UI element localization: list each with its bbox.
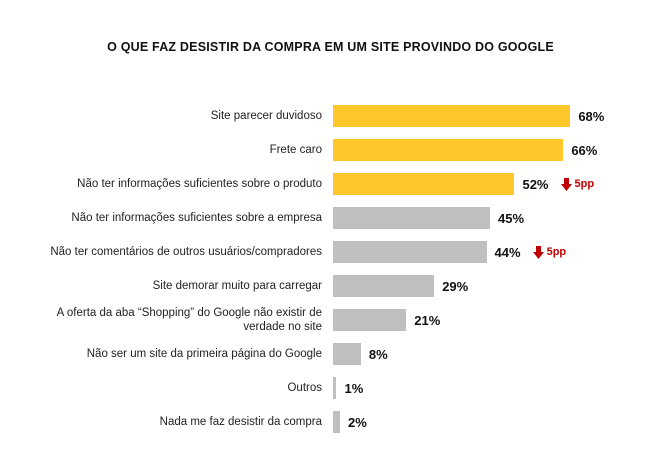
category-text: Nada me faz desistir da compra	[159, 416, 322, 428]
change-label: 5pp	[546, 246, 567, 258]
chart-title: O QUE FAZ DESISTIR DA COMPRA EM UM SITE …	[107, 40, 554, 54]
value-label: 1%	[344, 380, 364, 396]
category-text: Não ter comentários de outros usuários/c…	[50, 246, 322, 258]
bar	[333, 377, 337, 399]
bar	[333, 241, 487, 263]
value-label: 52%	[522, 176, 549, 192]
value-label: 29%	[442, 278, 469, 294]
value-label-group: 29%	[442, 275, 468, 297]
bar	[333, 207, 491, 229]
change: 5pp	[560, 177, 595, 191]
category-text: A oferta da aba “Shopping” do Google não…	[56, 307, 322, 333]
category-label: Não ser um site da primeira página do Go…	[30, 337, 322, 371]
change-arrow	[560, 177, 572, 191]
value-label: 44%	[494, 244, 521, 260]
value-label: 66%	[571, 142, 598, 158]
bar	[333, 105, 571, 127]
arrow-shape	[532, 245, 544, 259]
value-label: 21%	[414, 312, 441, 328]
category-label: Não ter informações suficientes sobre a …	[30, 201, 322, 235]
value-label: 45%	[498, 210, 525, 226]
category-label: Site demorar muito para carregar	[30, 269, 322, 303]
value-label: 68%	[578, 108, 605, 124]
value-label: 2%	[347, 414, 367, 430]
category-text: Outros	[287, 382, 322, 394]
bar	[333, 275, 435, 297]
category-label: Não ter informações suficientes sobre o …	[30, 167, 322, 201]
value-label-group: 52% 5pp	[522, 173, 594, 195]
arrow-shape	[560, 177, 572, 191]
category-text: Site demorar muito para carregar	[152, 280, 322, 292]
change-label: 5pp	[574, 178, 595, 190]
value-label-group: 2%	[348, 411, 367, 433]
value-label-group: 66%	[571, 139, 597, 161]
bar	[333, 411, 340, 433]
category-label: Nada me faz desistir da compra	[30, 405, 322, 439]
category-label: Site parecer duvidoso	[30, 99, 322, 133]
category-label: Não ter comentários de outros usuários/c…	[30, 235, 322, 269]
value-label-group: 1%	[344, 377, 363, 399]
bar	[333, 139, 564, 161]
category-text: Não ter informações suficientes sobre a …	[71, 212, 322, 224]
value-label-group: 45%	[498, 207, 524, 229]
value-label: 8%	[368, 346, 388, 362]
bar	[333, 173, 515, 195]
category-text: Frete caro	[269, 144, 322, 156]
category-text: Não ser um site da primeira página do Go…	[86, 348, 322, 360]
change: 5pp	[532, 245, 567, 259]
category-text: Não ter informações suficientes sobre o …	[77, 178, 322, 190]
category-label: A oferta da aba “Shopping” do Google não…	[30, 303, 322, 337]
bar	[333, 309, 407, 331]
category-text: Site parecer duvidoso	[210, 110, 322, 122]
bar	[333, 343, 361, 365]
category-label: Outros	[30, 371, 322, 405]
value-label-group: 21%	[414, 309, 440, 331]
value-label-group: 68%	[578, 105, 604, 127]
category-label: Frete caro	[30, 133, 322, 167]
change-arrow	[532, 245, 544, 259]
value-label-group: 44% 5pp	[495, 241, 567, 263]
value-label-group: 8%	[369, 343, 388, 365]
